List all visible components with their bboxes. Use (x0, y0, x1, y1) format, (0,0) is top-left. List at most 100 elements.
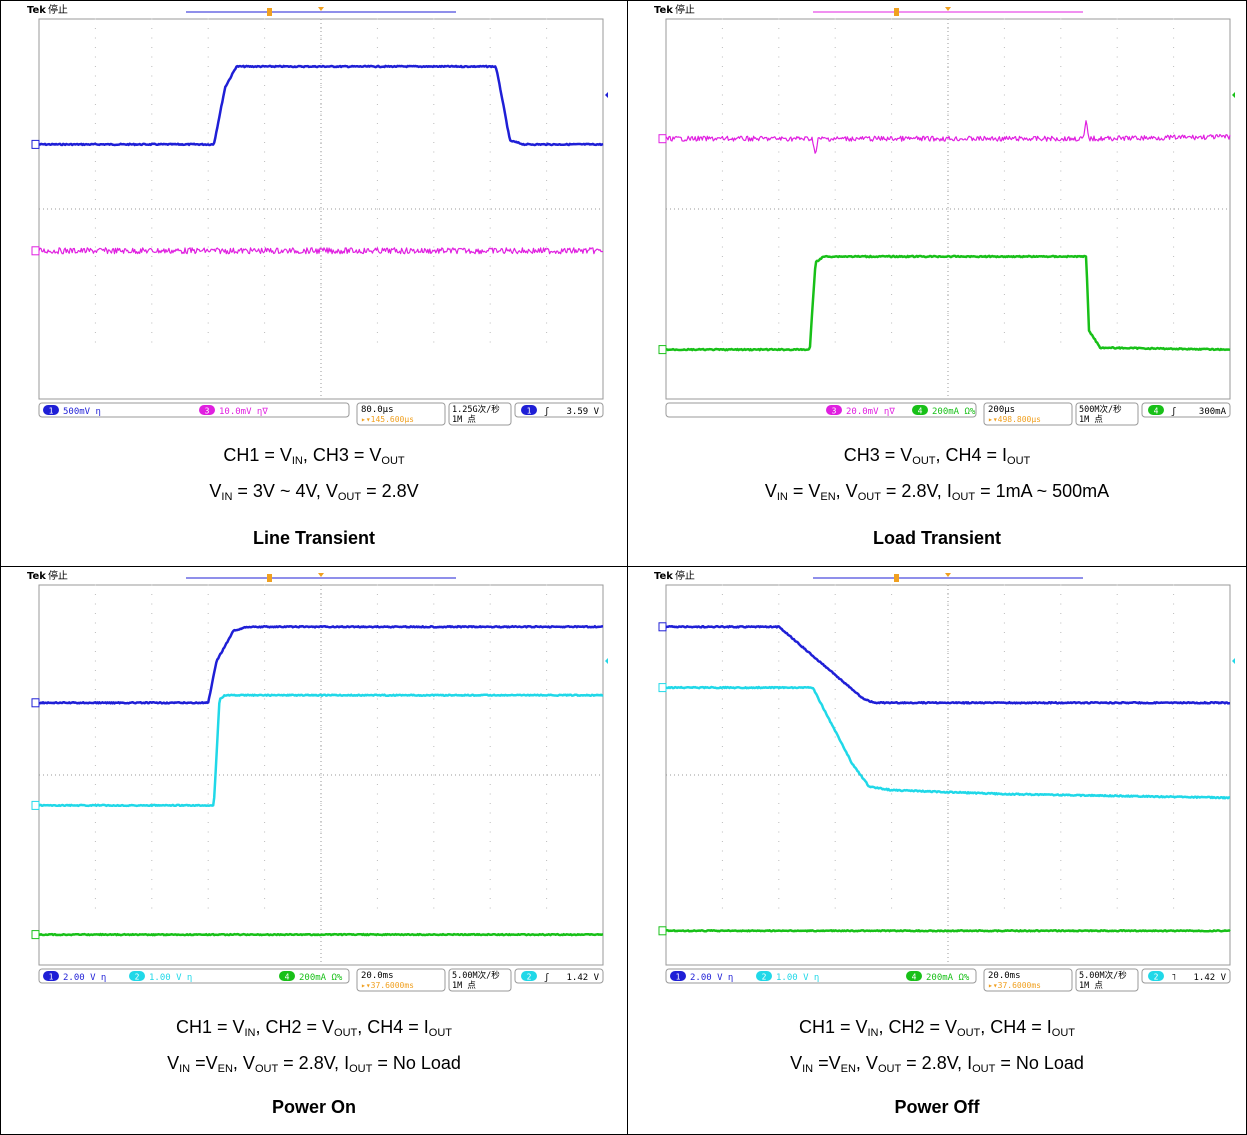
panel-title: Power On (271, 1097, 356, 1117)
trigger-slope-icon: ˥ (1171, 973, 1176, 983)
channel-number: 1 (49, 973, 54, 982)
channel-number: 4 (912, 973, 917, 982)
channel-badge (43, 971, 59, 981)
trigger-level-icon (605, 658, 608, 664)
trigger-level-icon (1232, 658, 1235, 664)
trigger-channel-badge (521, 971, 537, 981)
channel-badge (129, 971, 145, 981)
trigger-channel-number: 4 (1154, 407, 1159, 416)
panel-title: Line Transient (252, 528, 376, 548)
channel-scale: 200mA Ω% (932, 407, 976, 417)
channel-scale: 2.00 V ƞ (63, 973, 106, 983)
waveform-trace (38, 624, 604, 705)
oscilloscope-screen: Tek 停止 1 2.00 V ƞ 2 1.00 V ƞ 4 200mA Ω% 20.0ms▸… (27, 569, 608, 992)
channel-number: 4 (918, 407, 923, 416)
channel-badge (279, 971, 295, 981)
trigger-position-marker (894, 8, 899, 16)
channel-marker-icon (658, 345, 667, 355)
channel-marker-icon (31, 698, 40, 708)
trigger-point-icon (318, 573, 324, 577)
channel-marker-icon (658, 622, 667, 632)
sample-rate: 1.25G次/秒 (452, 404, 500, 415)
channel-marker-icon (31, 246, 40, 256)
trigger-box (514, 402, 604, 418)
sample-rate: 5.00M次/秒 (1079, 970, 1127, 981)
timebase-box (983, 402, 1073, 426)
waveform-trace (38, 64, 604, 147)
graticule-dots (721, 18, 1175, 343)
trigger-position-value: ▸▾498.800µs (988, 415, 1041, 424)
row-divider (1, 566, 1246, 567)
waveform-trace (665, 254, 1231, 352)
channel-badge (670, 971, 686, 981)
caption-line-2: VIN =VEN, VOUT = 2.8V, IOUT = No Load (790, 1053, 1084, 1075)
acquisition-box (1075, 402, 1139, 426)
graticule-dots (94, 18, 548, 343)
graticule-dots (94, 584, 548, 909)
record-length: 1M 点 (452, 415, 476, 425)
trigger-level-icon (605, 92, 608, 98)
trigger-level: 300mA (1199, 407, 1227, 417)
timebase-value: 20.0ms (361, 971, 394, 981)
trigger-channel-badge (1148, 971, 1164, 981)
channel-readout-box (38, 402, 350, 418)
record-length: 1M 点 (1079, 415, 1103, 425)
caption-line-1: CH3 = VOUT, CH4 = IOUT (843, 445, 1031, 467)
timebase-value: 20.0ms (988, 971, 1021, 981)
timebase-value: 80.0µs (361, 405, 394, 415)
channel-marker-icon (658, 683, 667, 693)
trigger-position-marker (267, 8, 272, 16)
timebase-value: 200µs (988, 405, 1015, 415)
sample-rate: 5.00M次/秒 (452, 970, 500, 981)
timebase-box (356, 402, 446, 426)
channel-scale: 10.0mV ƞ∇ (219, 407, 268, 417)
record-length: 1M 点 (452, 981, 476, 991)
trigger-slope-icon: ʃ (544, 973, 549, 983)
channel-marker-icon (31, 930, 40, 940)
sample-rate: 500M次/秒 (1079, 404, 1122, 415)
caption-line-1: CH1 = VIN, CH2 = VOUT, CH4 = IOUT (175, 1017, 453, 1039)
waveform-trace (665, 120, 1231, 154)
channel-number: 2 (135, 973, 140, 982)
caption-line-2: VIN = VEN, VOUT = 2.8V, IOUT = 1mA ~ 500… (764, 481, 1110, 503)
acquisition-box (1075, 968, 1139, 992)
channel-badge (912, 405, 928, 415)
channel-marker-icon (31, 139, 40, 149)
caption-line-2: VIN =VEN, VOUT = 2.8V, IOUT = No Load (167, 1053, 461, 1075)
trigger-channel-number: 1 (527, 407, 532, 416)
trigger-level: 1.42 V (566, 973, 599, 983)
caption-line-2: VIN = 3V ~ 4V, VOUT = 2.8V (209, 481, 419, 503)
trigger-channel-number: 2 (1154, 973, 1159, 982)
caption-line-1: CH1 = VIN, CH3 = VOUT (223, 445, 405, 467)
panel-power-on: Tek 停止 1 2.00 V ƞ 2 1.00 V ƞ 4 200mA Ω% 20.0ms ▸… (1, 567, 627, 1134)
channel-scale: 1.00 V ƞ (776, 973, 819, 983)
channel-number: 3 (205, 407, 210, 416)
tek-status: Tek 停止 (27, 3, 68, 16)
trigger-position-value: ▸▾145.600µs (361, 415, 414, 424)
column-divider (627, 1, 628, 1134)
channel-scale: 1.00 V ƞ (149, 973, 192, 983)
channel-scale: 2.00 V ƞ (690, 973, 733, 983)
trigger-level: 3.59 V (566, 407, 599, 417)
trigger-box (514, 968, 604, 984)
record-length: 1M 点 (1079, 981, 1103, 991)
channel-scale: 200mA Ω% (299, 973, 343, 983)
channel-scale: 500mV ƞ (63, 407, 101, 417)
channel-scale: 20.0mV ƞ∇ (846, 407, 895, 417)
channel-badge (826, 405, 842, 415)
oscilloscope-screen: Tek 停止 3 20.0mV ƞ∇ 4 200mA Ω% 200µs▸▾498.800µ… (654, 3, 1235, 426)
trigger-level: 1.42 V (1193, 973, 1226, 983)
trigger-point-icon (318, 7, 324, 11)
channel-scale: 200mA Ω% (926, 973, 970, 983)
channel-readout-box (665, 402, 977, 418)
trigger-position-marker (894, 574, 899, 582)
trigger-slope-icon: ʃ (1171, 407, 1176, 417)
channel-badge (199, 405, 215, 415)
waveform-trace (38, 932, 604, 937)
channel-number: 3 (832, 407, 837, 416)
trigger-position-value: ▸▾37.6000ms (361, 981, 414, 990)
channel-readout-box (38, 968, 350, 984)
acquisition-box (448, 402, 512, 426)
tek-status: Tek 停止 (654, 3, 695, 16)
channel-marker-icon (658, 926, 667, 936)
